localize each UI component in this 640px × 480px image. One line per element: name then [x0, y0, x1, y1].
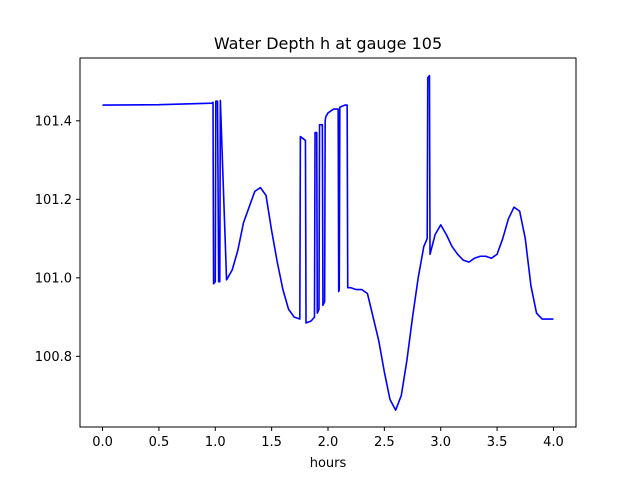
series-line-0 [102, 74, 554, 411]
y-tick-label: 101.0 [35, 271, 72, 286]
x-tick-label: 1.0 [205, 435, 226, 450]
y-tick-label: 100.8 [35, 350, 72, 365]
plot-area [102, 74, 554, 411]
y-tick-label: 101.4 [35, 114, 72, 129]
x-tick-label: 3.5 [487, 435, 508, 450]
chart-title: Water Depth h at gauge 105 [214, 34, 442, 53]
x-tick-label: 0.0 [92, 435, 113, 450]
x-axis: 0.0 0.5 1.0 1.5 2.0 2.5 3.0 3.5 4.0 [92, 427, 564, 450]
x-tick-label: 1.5 [261, 435, 282, 450]
x-tick-label: 0.5 [149, 435, 170, 450]
x-axis-label: hours [310, 456, 347, 471]
x-tick-label: 4.0 [543, 435, 564, 450]
x-tick-label: 3.0 [430, 435, 451, 450]
y-axis: 100.8 101.0 101.2 101.4 [35, 114, 80, 365]
y-tick-label: 101.2 [35, 193, 72, 208]
x-tick-label: 2.5 [374, 435, 395, 450]
x-tick-label: 2.0 [318, 435, 339, 450]
